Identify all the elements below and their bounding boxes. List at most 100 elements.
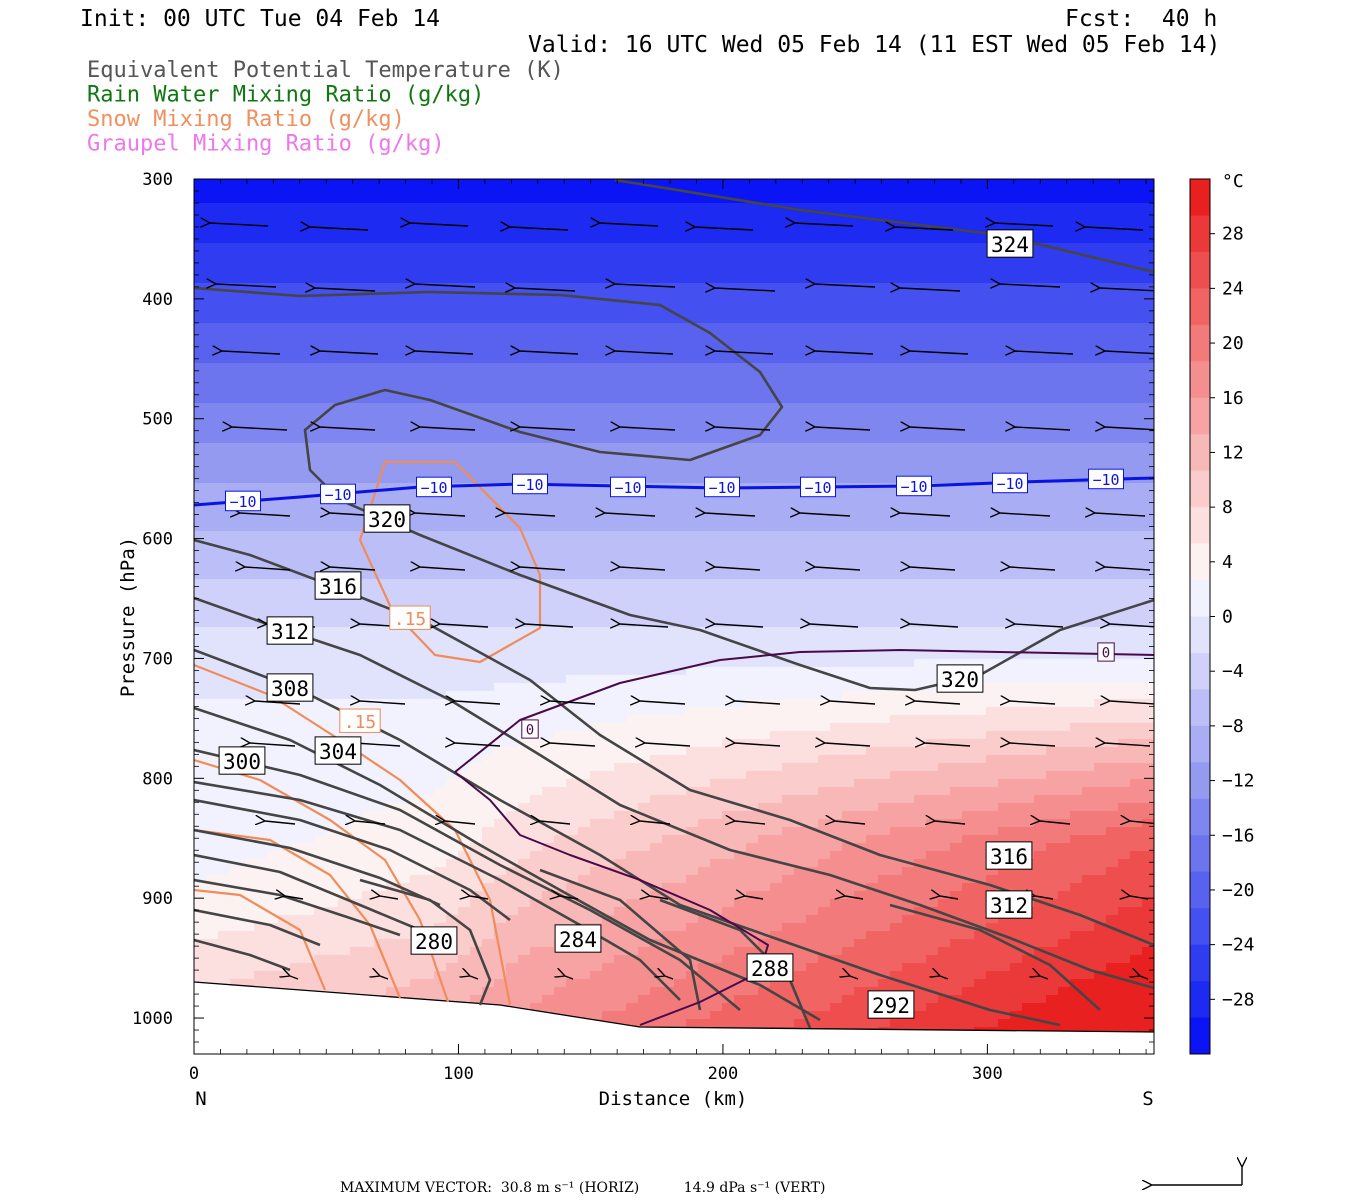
wind-vectors: [210, 223, 1154, 980]
wind-vector: [245, 567, 291, 570]
wind-vector: [735, 743, 781, 746]
theta-e-contour: [194, 286, 1154, 692]
wind-vector: [600, 223, 659, 226]
plot-area: −10 −10 −10 −10 −10 −10 −10 −10 −10 −10 0 0 324 320 32…: [194, 179, 1154, 1054]
wind-vector: [380, 976, 389, 980]
colorbar-segment: [1190, 179, 1210, 216]
wind-vector: [1105, 743, 1151, 746]
forecast-hour-label: Fcst: 40 h: [1065, 6, 1217, 32]
terrain-fill: [194, 982, 1154, 1054]
wind-vector: [1010, 743, 1056, 746]
isotherm-label: 0: [1102, 646, 1110, 662]
theta-e-label-box: [363, 504, 411, 533]
wind-vector: [250, 743, 296, 746]
wind-vector: [320, 351, 379, 354]
wind-vector: [380, 896, 399, 899]
wind-vector: [565, 976, 574, 980]
wind-vector: [665, 976, 674, 980]
colorbar-tick-label: 20: [1222, 333, 1244, 354]
y-tick-label: 600: [142, 530, 173, 550]
wind-vector: [1035, 896, 1054, 899]
colorbar-tick-label: −4: [1222, 661, 1244, 682]
legend-entry: Equivalent Potential Temperature (K): [87, 58, 564, 83]
colorbar-segment: [1190, 324, 1210, 362]
legend-entry: Rain Water Mixing Ratio (g/kg): [87, 83, 484, 108]
colorbar-tick-label: −24: [1222, 935, 1255, 956]
wind-vector: [735, 701, 781, 704]
colorbar-segment: [1190, 1017, 1210, 1055]
colorbar-segment: [1190, 507, 1210, 545]
theta-e-label-box: [410, 926, 458, 955]
wind-vector: [420, 427, 476, 430]
wind-vector: [810, 624, 859, 627]
wind-vector: [620, 624, 669, 627]
y-tick-label: 300: [142, 170, 173, 190]
wind-vector: [1105, 351, 1154, 354]
x-endpoint-south: S: [1142, 1088, 1153, 1110]
colorbar-tick-label: 28: [1222, 224, 1244, 245]
wind-vector: [1040, 976, 1049, 980]
theta-e-label-box: [867, 990, 915, 1019]
theta-e-label-box: [266, 616, 314, 645]
theta-e-label: 300: [223, 750, 261, 774]
valid-time-label: Valid: 16 UTC Wed 05 Feb 14 (11 EST Wed …: [528, 32, 1220, 58]
colorbar-segment: [1190, 361, 1210, 399]
legend-entry: Graupel Mixing Ratio (g/kg): [87, 132, 445, 157]
wind-vector: [1110, 624, 1154, 627]
wind-vector: [605, 513, 656, 516]
theta-e-label: 304: [319, 740, 357, 764]
theta-e-label-box: [986, 229, 1034, 258]
isotherm-label-box: [1088, 468, 1124, 490]
wind-vector: [1105, 567, 1151, 570]
zero-c-isotherm: [454, 649, 1154, 773]
wind-vector: [240, 513, 291, 516]
wind-vector: [410, 223, 469, 226]
colorbar-segment: [1190, 871, 1210, 909]
isotherm-label-box: [610, 476, 646, 498]
y-tick-label: 400: [142, 290, 173, 310]
colorbar-tick-label: 0: [1222, 607, 1233, 628]
isotherm-label: −10: [900, 478, 927, 496]
theta-e-contour: [194, 798, 511, 922]
theta-e-contour: [194, 780, 681, 1001]
wind-vector: [515, 288, 576, 291]
wind-vector: [265, 821, 296, 824]
theta-e-contour: [614, 179, 1154, 274]
colorbar-segment: [1190, 288, 1210, 326]
wind-vector: [695, 227, 754, 230]
wind-vector: [560, 896, 579, 899]
theta-e-label-box: [985, 841, 1033, 870]
wind-vector: [650, 896, 669, 899]
wind-vector: [290, 976, 299, 980]
wind-vector: [715, 288, 776, 291]
wind-vector: [232, 427, 288, 430]
wind-vector: [1130, 821, 1154, 824]
temperature-contours: [194, 476, 1154, 1026]
colorbar-tick-label: 4: [1222, 552, 1233, 573]
wind-vector: [445, 821, 476, 824]
isotherm-label: −10: [708, 479, 735, 497]
wind-vector: [705, 513, 756, 516]
snow-label: .15: [394, 609, 427, 630]
wind-vector: [1095, 513, 1146, 516]
theta-e-contour: [889, 903, 1101, 1011]
isotherm-label: −10: [324, 486, 351, 504]
wind-vector: [935, 821, 966, 824]
wind-vector: [645, 743, 691, 746]
wind-vector: [715, 567, 761, 570]
wind-vector: [815, 567, 861, 570]
init-label: Init: 00 UTC Tue 04 Feb 14: [80, 6, 440, 32]
wind-vector: [715, 427, 771, 430]
wind-vector: [735, 821, 766, 824]
theta-e-label: 316: [990, 845, 1028, 869]
wind-vector: [1085, 227, 1144, 230]
colorbar-segment: [1190, 580, 1210, 617]
wind-vector: [1015, 427, 1071, 430]
colorbar-segment: [1190, 616, 1210, 654]
theta-e-contour: [194, 748, 741, 1011]
theta-e-label: 292: [872, 994, 910, 1018]
theta-e-label: 320: [368, 508, 406, 532]
wind-vector: [1010, 567, 1056, 570]
wind-vector: [910, 567, 956, 570]
theta-e-label-box: [746, 953, 794, 982]
